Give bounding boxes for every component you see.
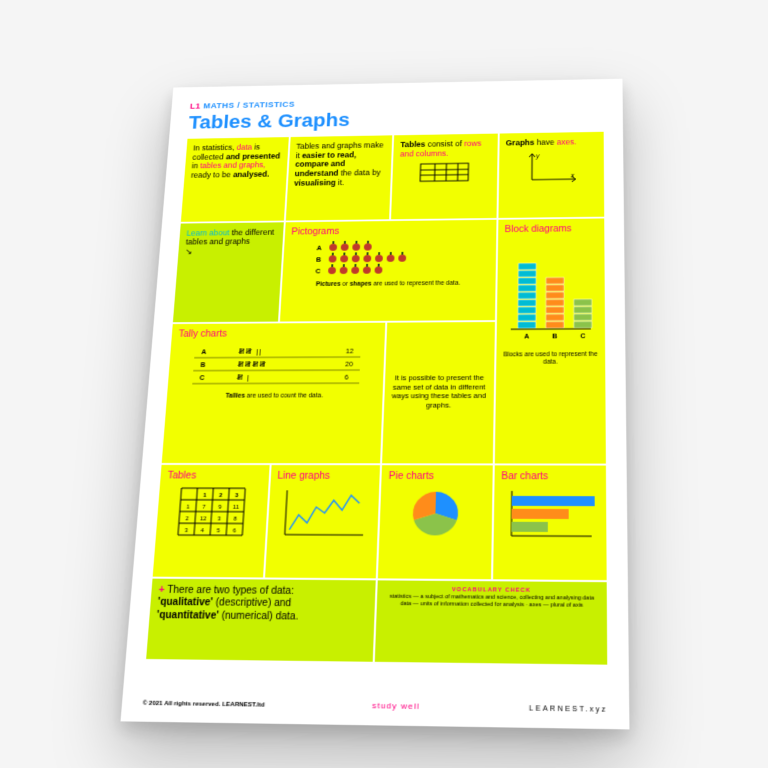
cell-learn: Learn about the different tables and gra… xyxy=(173,222,283,322)
svg-text:A: A xyxy=(524,334,529,341)
cell-pie: Pie charts xyxy=(378,465,492,579)
pictogram-chart: ABC xyxy=(310,239,467,278)
cell-block: Block diagrams ABC Blocks are used to re… xyxy=(494,218,606,463)
cell-pictograms: Pictograms ABC Pictures or shapes Pictur… xyxy=(279,220,496,322)
cell-bar: Bar charts xyxy=(493,465,607,580)
svg-text:B: B xyxy=(316,257,321,264)
svg-text:20: 20 xyxy=(345,362,353,369)
crumb-text: MATHS / STATISTICS xyxy=(203,100,295,110)
svg-text:9: 9 xyxy=(218,505,222,511)
svg-text:5: 5 xyxy=(217,528,221,534)
svg-text:1: 1 xyxy=(203,493,208,499)
svg-text:8: 8 xyxy=(234,516,238,522)
svg-text:C: C xyxy=(199,375,205,382)
content-grid: In statistics, data is collected and pre… xyxy=(144,132,608,698)
axes-icon: y x xyxy=(522,148,580,184)
svg-text:4: 4 xyxy=(201,528,206,534)
bar-chart xyxy=(503,486,597,541)
svg-text:𝍸𝍸 ||: 𝍸𝍸 || xyxy=(238,347,262,356)
block-diagram-chart: A B C xyxy=(505,238,595,349)
svg-text:12: 12 xyxy=(200,516,207,522)
svg-text:B: B xyxy=(200,362,206,369)
cell-tables: Tables 12317911212383456 xyxy=(153,464,269,577)
svg-text:3: 3 xyxy=(185,528,189,534)
svg-text:12: 12 xyxy=(345,349,353,356)
brand: LEARNEST.xyz xyxy=(529,705,607,714)
svg-text:C: C xyxy=(580,334,585,341)
tagline: study well xyxy=(372,701,420,711)
cell-sameset: It is possible to present the same set o… xyxy=(382,322,494,463)
cell-vocab: VOCABULARY CHECK statistics — a subject … xyxy=(375,580,607,664)
header: L1 MATHS / STATISTICS Tables & Graphs xyxy=(188,94,604,133)
svg-text:7: 7 xyxy=(202,505,206,511)
svg-text:𝍸𝍸𝍸𝍸: 𝍸𝍸𝍸𝍸 xyxy=(237,360,267,369)
svg-text:2: 2 xyxy=(219,493,223,499)
svg-text:6: 6 xyxy=(344,375,348,382)
svg-text:x: x xyxy=(570,172,575,178)
table-icon xyxy=(415,159,473,186)
table-chart: 12317911212383456 xyxy=(175,485,249,539)
level-badge: L1 xyxy=(190,102,201,111)
svg-text:3: 3 xyxy=(235,493,239,499)
arrow-icon: ↘ xyxy=(185,247,192,256)
svg-text:y: y xyxy=(535,153,540,159)
svg-text:1: 1 xyxy=(186,504,190,510)
poster-sheet: L1 MATHS / STATISTICS Tables & Graphs In… xyxy=(121,79,630,730)
cell-intro: In statistics, data is collected and pre… xyxy=(181,137,288,222)
tally-chart: A 𝍸𝍸 || 12 B 𝍸𝍸𝍸𝍸 20 C 𝍸 | 6 xyxy=(187,342,366,389)
svg-text:3: 3 xyxy=(218,516,222,522)
cell-line: Line graphs xyxy=(265,465,380,578)
svg-text:A: A xyxy=(317,246,322,253)
svg-text:B: B xyxy=(552,334,557,341)
cell-graphs-axes: Graphs have axes. y x xyxy=(498,132,604,218)
copyright: © 2021 All rights reserved. LEARNEST.ltd xyxy=(142,701,264,709)
cell-easier: Tables and graphs make it easier to read… xyxy=(285,135,392,220)
pie-chart xyxy=(399,486,472,541)
svg-text:2: 2 xyxy=(186,516,190,522)
svg-text:A: A xyxy=(201,350,207,357)
svg-text:11: 11 xyxy=(233,505,240,511)
svg-text:6: 6 xyxy=(233,528,237,534)
svg-text:𝍸 |: 𝍸 | xyxy=(236,373,250,382)
svg-text:C: C xyxy=(315,269,320,276)
cell-tables-consist: Tables consist of rows and columns. xyxy=(391,134,497,219)
cell-twotypes: + There are two types of data: 'qualitat… xyxy=(146,578,376,661)
cell-tally: Tally charts A𝍸𝍸 ||12B𝍸𝍸𝍸𝍸20C𝍸 |6 Tallie… xyxy=(162,323,386,463)
line-chart xyxy=(276,485,370,540)
